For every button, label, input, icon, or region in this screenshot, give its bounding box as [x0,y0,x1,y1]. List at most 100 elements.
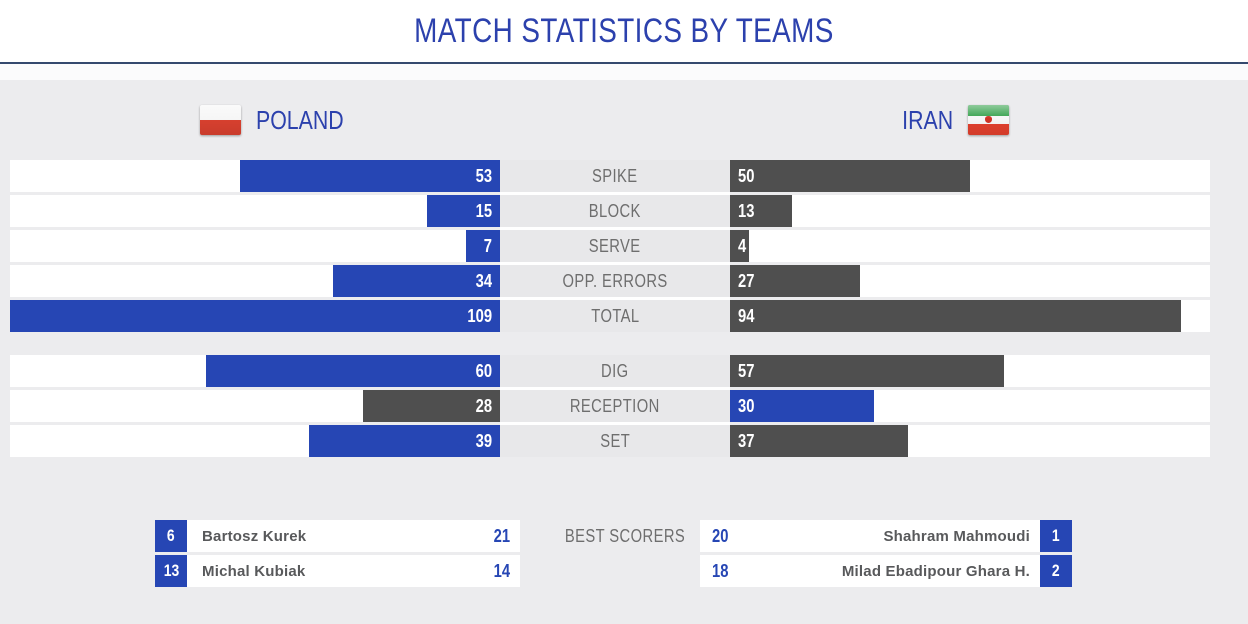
home-stat-bar: 109 [10,300,500,332]
jersey-number-badge: 2 [1040,555,1072,587]
stat-label: OPP. ERRORS [562,271,668,291]
jersey-number: 1 [1052,526,1060,545]
away-stat-bar: 94 [730,300,1182,332]
flag-stripe [968,123,1009,135]
stat-label-cell: RECEPTION [500,390,730,422]
player-name: Bartosz Kurek [202,527,307,545]
away-stat-track: 4 [730,230,1210,262]
flag-gloss [968,105,1009,135]
stats-group-secondary: 60 28 39 DIG RECEPTION SET 57 30 37 [10,355,1210,457]
home-stat-track: 60 [10,355,500,387]
away-stat-value: 13 [738,201,755,221]
home-team-name: POLAND [256,104,344,135]
player-points: 20 [712,525,729,546]
away-stat-value: 27 [738,271,755,291]
jersey-number-badge: 1 [1040,520,1072,552]
away-stat-value: 50 [738,166,755,186]
stat-label: BLOCK [588,201,642,221]
stat-label-cell: DIG [500,355,730,387]
home-stat-value: 15 [475,201,492,221]
flag-stripe [200,105,241,120]
home-best-scorers: 6 Bartosz Kurek 21 13 Michal Kubiak 14 [155,520,520,587]
player-name: Shahram Mahmoudi [883,527,1030,545]
best-scorers-label: BEST SCORERS [564,526,686,546]
stat-label: SERVE [589,236,641,256]
away-stat-bar: 4 [730,230,750,262]
header-subband [0,64,1248,80]
home-stat-track: 15 [10,195,500,227]
stat-label-cell: OPP. ERRORS [500,265,730,297]
stat-label-cell: SET [500,425,730,457]
home-stat-value: 7 [483,236,492,256]
home-stat-value: 34 [475,271,492,291]
flag-stripe [968,105,1009,117]
away-stat-value: 4 [738,236,747,256]
stat-label-cell: TOTAL [500,300,730,332]
away-bars-column: 50 13 4 27 94 [730,160,1210,332]
scorer-bar: Bartosz Kurek 21 [187,520,520,552]
away-team-header: IRAN [891,103,1009,137]
jersey-number: 2 [1052,561,1060,580]
home-stat-value: 39 [475,431,492,451]
home-stat-bar: 7 [465,230,500,262]
stat-label: TOTAL [590,306,640,326]
jersey-number-badge: 13 [155,555,187,587]
team-header-row: POLAND IRAN [0,103,1248,137]
home-stat-bar: 28 [362,390,500,422]
home-stat-bar: 53 [240,160,500,192]
away-stat-track: 27 [730,265,1210,297]
player-name: Milad Ebadipour Ghara H. [841,562,1030,580]
jersey-number: 13 [163,561,179,580]
away-stat-bar: 57 [730,355,1004,387]
home-stat-value: 28 [475,396,492,416]
home-stat-track: 7 [10,230,500,262]
stat-label-cell: SERVE [500,230,730,262]
away-team-name: IRAN [902,104,953,135]
away-stat-bar: 30 [730,390,874,422]
away-stat-track: 50 [730,160,1210,192]
page-header: MATCH STATISTICS BY TEAMS [0,0,1248,62]
home-stat-bar: 60 [206,355,500,387]
away-best-scorers: 20 Shahram Mahmoudi 1 18 Milad Ebadipour… [700,520,1072,587]
home-stat-bar: 15 [426,195,500,227]
away-bars-column: 57 30 37 [730,355,1210,457]
home-bars-column: 60 28 39 [10,355,500,457]
flag-gloss [200,105,241,135]
stat-label-cell: SPIKE [500,160,730,192]
home-stat-value: 60 [475,361,492,381]
away-stat-bar: 37 [730,425,908,457]
home-stat-track: 28 [10,390,500,422]
home-stat-value: 109 [467,306,492,326]
stat-label: RECEPTION [570,396,660,416]
away-stat-bar: 27 [730,265,860,297]
stat-labels-column: SPIKE BLOCK SERVE OPP. ERRORS TOTAL [500,160,730,332]
flag-stripe [968,116,1009,124]
header-divider [0,62,1248,64]
player-points: 21 [493,525,510,546]
away-stat-bar: 50 [730,160,970,192]
poland-flag-icon [200,105,241,135]
home-stat-bar: 39 [308,425,500,457]
away-stat-value: 57 [738,361,755,381]
home-team-header: POLAND [200,103,363,137]
best-scorer-row: 13 Michal Kubiak 14 [155,555,520,587]
stat-label: SPIKE [592,166,638,186]
away-stat-bar: 13 [730,195,793,227]
jersey-number: 6 [167,526,175,545]
away-stat-track: 37 [730,425,1210,457]
home-stat-track: 109 [10,300,500,332]
home-stat-track: 39 [10,425,500,457]
stat-label-cell: BLOCK [500,195,730,227]
home-stat-bar: 34 [333,265,500,297]
scorer-bar: 20 Shahram Mahmoudi [700,520,1040,552]
player-points: 18 [712,560,729,581]
stat-labels-column: DIG RECEPTION SET [500,355,730,457]
player-points: 14 [493,560,510,581]
home-stat-value: 53 [475,166,492,186]
page-title: MATCH STATISTICS BY TEAMS [414,11,834,50]
best-scorers-section: 6 Bartosz Kurek 21 13 Michal Kubiak 14 B… [0,520,1248,588]
player-name: Michal Kubiak [202,562,306,580]
away-stat-track: 30 [730,390,1210,422]
away-stat-track: 94 [730,300,1210,332]
